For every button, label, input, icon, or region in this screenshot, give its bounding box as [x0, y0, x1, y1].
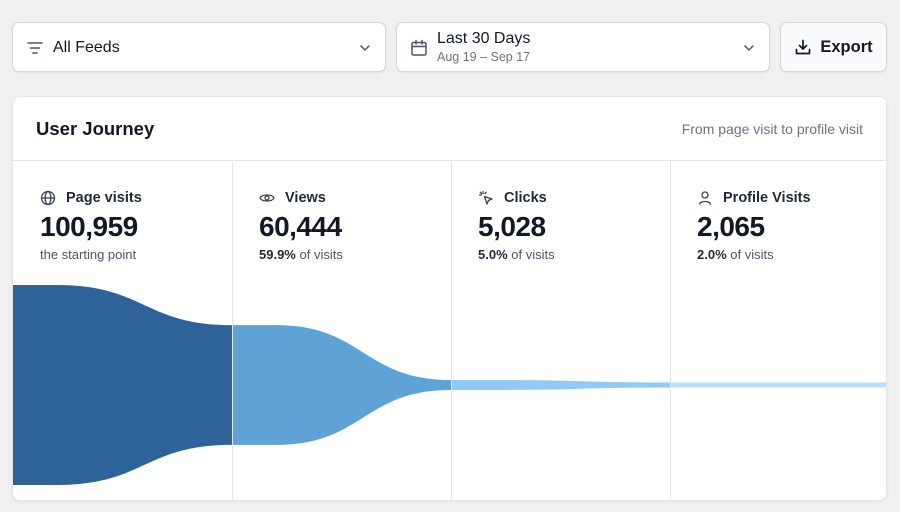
date-range-dropdown[interactable]: Last 30 Days Aug 19 – Sep 17 — [396, 22, 770, 72]
stage-page-visits: Page visits 100,959 the starting point — [13, 161, 232, 271]
chevron-down-icon — [744, 45, 754, 51]
stage-name: Clicks — [504, 190, 547, 206]
export-button[interactable]: Export — [780, 22, 887, 72]
stage-name: Profile Visits — [723, 190, 811, 206]
stage-divider — [232, 161, 233, 500]
date-range-sub: Aug 19 – Sep 17 — [437, 50, 531, 64]
stage-name: Views — [285, 190, 326, 206]
toolbar: All Feeds Last 30 Days Aug 19 – Sep 17 E… — [0, 0, 900, 80]
stage-name: Page visits — [66, 190, 142, 206]
stage-note: 5.0% of visits — [478, 247, 555, 262]
funnel-band-page-visits — [13, 285, 232, 485]
globe-icon — [40, 190, 56, 206]
export-button-label: Export — [820, 37, 873, 56]
stage-pct: 59.9% — [259, 247, 296, 262]
stage-value: 100,959 — [40, 211, 138, 242]
user-icon — [698, 191, 712, 205]
stage-note: the starting point — [40, 247, 136, 262]
stage-divider — [451, 161, 452, 500]
card-title: User Journey — [36, 118, 155, 139]
feeds-dropdown[interactable]: All Feeds — [12, 22, 386, 72]
feeds-dropdown-label: All Feeds — [53, 39, 120, 56]
date-range-label: Last 30 Days — [437, 30, 531, 47]
funnel-band-clicks — [451, 380, 670, 390]
stage-note: 59.9% of visits — [259, 247, 343, 262]
stage-value: 5,028 — [478, 211, 546, 242]
funnel-band-profile-visits — [670, 382, 886, 388]
stage-divider — [670, 161, 671, 500]
download-icon — [796, 39, 811, 55]
stage-value: 2,065 — [697, 211, 765, 242]
calendar-icon — [411, 39, 427, 56]
stage-note-text: of visits — [295, 247, 343, 262]
card-subtitle: From page visit to profile visit — [681, 121, 863, 137]
stage-note: 2.0% of visits — [697, 247, 774, 262]
stage-note-text: the starting point — [40, 247, 137, 262]
funnel-band-views — [232, 325, 451, 445]
chevron-down-icon — [360, 45, 370, 51]
stage-note-text: of visits — [507, 247, 555, 262]
filter-icon — [27, 42, 43, 54]
stage-pct: 2.0% — [697, 247, 727, 262]
funnel-chart — [13, 285, 886, 485]
stage-note-text: of visits — [726, 247, 774, 262]
stage-pct: 5.0% — [478, 247, 508, 262]
eye-icon — [259, 194, 275, 202]
card-header: User Journey From page visit to profile … — [13, 97, 886, 161]
user-journey-card: User Journey From page visit to profile … — [12, 96, 887, 501]
stage-clicks: Clicks 5,028 5.0% of visits — [451, 161, 670, 271]
stage-value: 60,444 — [259, 211, 342, 242]
cursor-click-icon — [478, 190, 493, 205]
stage-views: Views 60,444 59.9% of visits — [232, 161, 451, 271]
stage-profile-visits: Profile Visits 2,065 2.0% of visits — [670, 161, 886, 271]
